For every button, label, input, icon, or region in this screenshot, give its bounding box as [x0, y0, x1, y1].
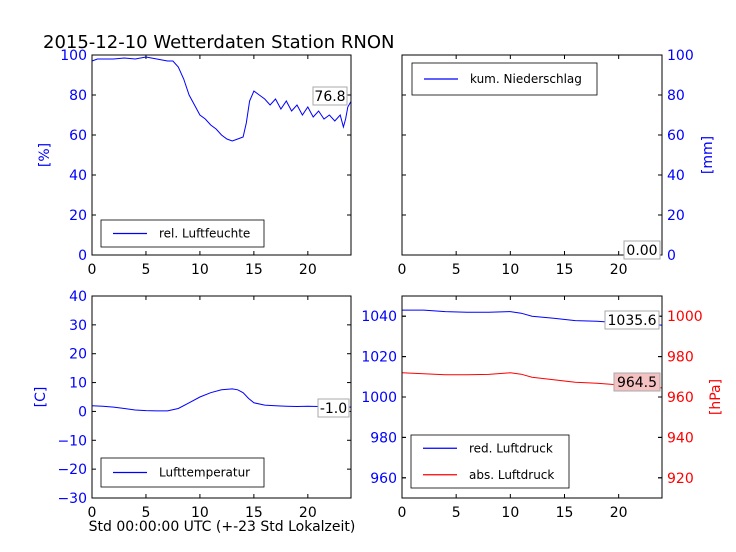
y-axis-label: [C]	[33, 387, 49, 408]
y-tick-label: 40	[667, 168, 685, 184]
x-tick-label: 20	[610, 505, 628, 521]
y-tick-label: 40	[69, 168, 87, 184]
x-tick-label: 20	[610, 262, 628, 278]
x-tick-label: 15	[245, 262, 263, 278]
series-line	[91, 388, 352, 412]
precipitation-panel: 0 5 10 15 20 0 20 40 60 80 100 [mm] kum. Niederschla…	[398, 48, 716, 278]
plot-frame	[91, 54, 352, 256]
x-tick-label: 5	[141, 505, 150, 521]
y-tick-label: −20	[57, 462, 87, 478]
x-tick-label: 0	[88, 505, 97, 521]
pressure-abs-last-value: 964.5	[617, 375, 657, 391]
y-tick-label: 20	[69, 208, 87, 224]
x-tick-label: 15	[556, 505, 574, 521]
y-tick-label: 100	[667, 48, 694, 64]
x-tick-label: 5	[452, 505, 461, 521]
temperature-last-value-box	[317, 398, 350, 418]
y-tick-label: 1000	[667, 309, 703, 325]
x-tick-label: 15	[245, 505, 263, 521]
legend-box	[410, 434, 570, 489]
y-tick-label: 20	[69, 347, 87, 363]
y-tick-label: 40	[69, 289, 87, 305]
y-tick-label: −30	[57, 491, 87, 507]
precip-last-value-box	[623, 240, 661, 260]
y-tick-label: 960	[370, 471, 397, 487]
y-tick-label: 960	[667, 390, 694, 406]
x-tick-label: 5	[452, 262, 461, 278]
y-tick-label: 920	[667, 471, 694, 487]
y-tick-label: 80	[667, 88, 685, 104]
pressure-abs-last-value-box	[613, 372, 661, 392]
x-tick-label: 5	[141, 262, 150, 278]
y-axis-label: [%]	[37, 143, 53, 167]
pressure-panel: 0 5 10 15 20 960 980 1000 1020 1040 920 940 960 980 10…	[361, 295, 724, 521]
y-tick-label: 980	[370, 430, 397, 446]
y-tick-label: 10	[69, 376, 87, 392]
humidity-panel: 0 5 10 15 20 0 20 40 60 80 100 [%] rel. Luftfeuchte 7…	[37, 48, 352, 278]
y-tick-label: 100	[60, 48, 87, 64]
x-axis-label: Std 00:00:00 UTC (+-23 Std Lokalzeit)	[89, 519, 356, 535]
legend-label: abs. Luftdruck	[469, 468, 554, 482]
x-tick-label: 20	[299, 505, 317, 521]
x-tick-label: 0	[398, 505, 407, 521]
y-tick-label: 60	[69, 128, 87, 144]
pressure-red-last-value-box	[604, 310, 660, 330]
x-tick-label: 10	[501, 505, 519, 521]
y-tick-label: 20	[667, 208, 685, 224]
legend-label: Lufttemperatur	[159, 466, 250, 480]
legend-label: red. Luftdruck	[469, 441, 553, 455]
humidity-last-value-box	[312, 86, 348, 106]
y-tick-label: 1000	[361, 390, 397, 406]
y-tick-label: 80	[69, 88, 87, 104]
y-tick-label: 0	[78, 248, 87, 264]
y-tick-label: 30	[69, 318, 87, 334]
series-line	[91, 56, 352, 142]
plot-frame	[401, 54, 663, 256]
y-tick-label: −10	[57, 433, 87, 449]
x-tick-label: 10	[191, 505, 209, 521]
temperature-panel: 0 5 10 15 20 −30 −20 −10 0 10 20 30 40 [C] Lufttempera…	[33, 289, 352, 521]
y-tick-label: 980	[667, 350, 694, 366]
temperature-last-value: -1.0	[320, 401, 347, 417]
x-tick-label: 10	[501, 262, 519, 278]
x-tick-label: 0	[88, 262, 97, 278]
y-axis-label: [hPa]	[708, 379, 724, 415]
pressure-red-last-value: 1035.6	[608, 313, 657, 329]
precip-last-value: 0.00	[626, 243, 657, 259]
plot-frame	[91, 295, 352, 499]
x-tick-label: 20	[299, 262, 317, 278]
legend-label: kum. Niederschlag	[470, 72, 582, 86]
y-tick-label: 0	[78, 404, 87, 420]
y-axis-label: [mm]	[700, 136, 716, 174]
y-tick-label: 1020	[361, 350, 397, 366]
figure-title: 2015-12-10 Wetterdaten Station RNON	[43, 32, 394, 53]
x-tick-label: 10	[191, 262, 209, 278]
x-tick-label: 0	[398, 262, 407, 278]
humidity-last-value: 76.8	[314, 89, 345, 105]
y-tick-label: 940	[667, 430, 694, 446]
y-tick-label: 0	[667, 248, 676, 264]
x-tick-label: 15	[556, 262, 574, 278]
legend-label: rel. Luftfeuchte	[159, 227, 250, 241]
y-tick-label: 1040	[361, 309, 397, 325]
y-tick-label: 60	[667, 128, 685, 144]
